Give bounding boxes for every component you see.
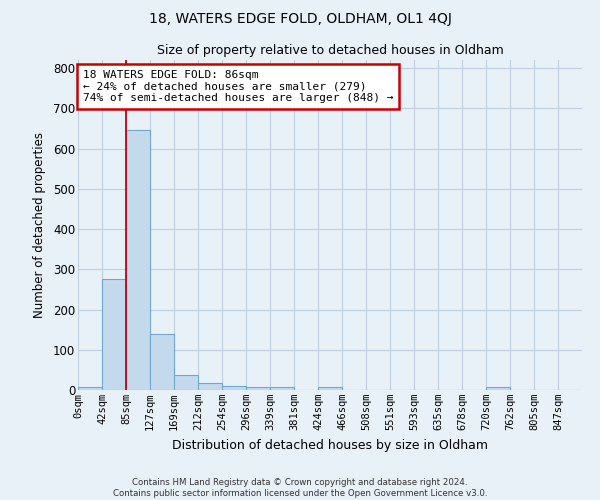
Bar bbox=[150, 334, 174, 390]
Text: 18, WATERS EDGE FOLD, OLDHAM, OL1 4QJ: 18, WATERS EDGE FOLD, OLDHAM, OL1 4QJ bbox=[149, 12, 451, 26]
Bar bbox=[198, 383, 222, 390]
Bar bbox=[102, 280, 126, 390]
Bar bbox=[318, 387, 342, 390]
Bar bbox=[78, 387, 102, 390]
Text: Contains HM Land Registry data © Crown copyright and database right 2024.
Contai: Contains HM Land Registry data © Crown c… bbox=[113, 478, 487, 498]
Bar bbox=[270, 387, 294, 390]
Bar bbox=[174, 374, 198, 390]
X-axis label: Distribution of detached houses by size in Oldham: Distribution of detached houses by size … bbox=[172, 438, 488, 452]
Bar bbox=[486, 387, 510, 390]
Title: Size of property relative to detached houses in Oldham: Size of property relative to detached ho… bbox=[157, 44, 503, 58]
Text: 18 WATERS EDGE FOLD: 86sqm
← 24% of detached houses are smaller (279)
74% of sem: 18 WATERS EDGE FOLD: 86sqm ← 24% of deta… bbox=[83, 70, 394, 103]
Bar bbox=[246, 387, 270, 390]
Y-axis label: Number of detached properties: Number of detached properties bbox=[33, 132, 46, 318]
Bar bbox=[126, 130, 150, 390]
Bar bbox=[222, 386, 246, 390]
